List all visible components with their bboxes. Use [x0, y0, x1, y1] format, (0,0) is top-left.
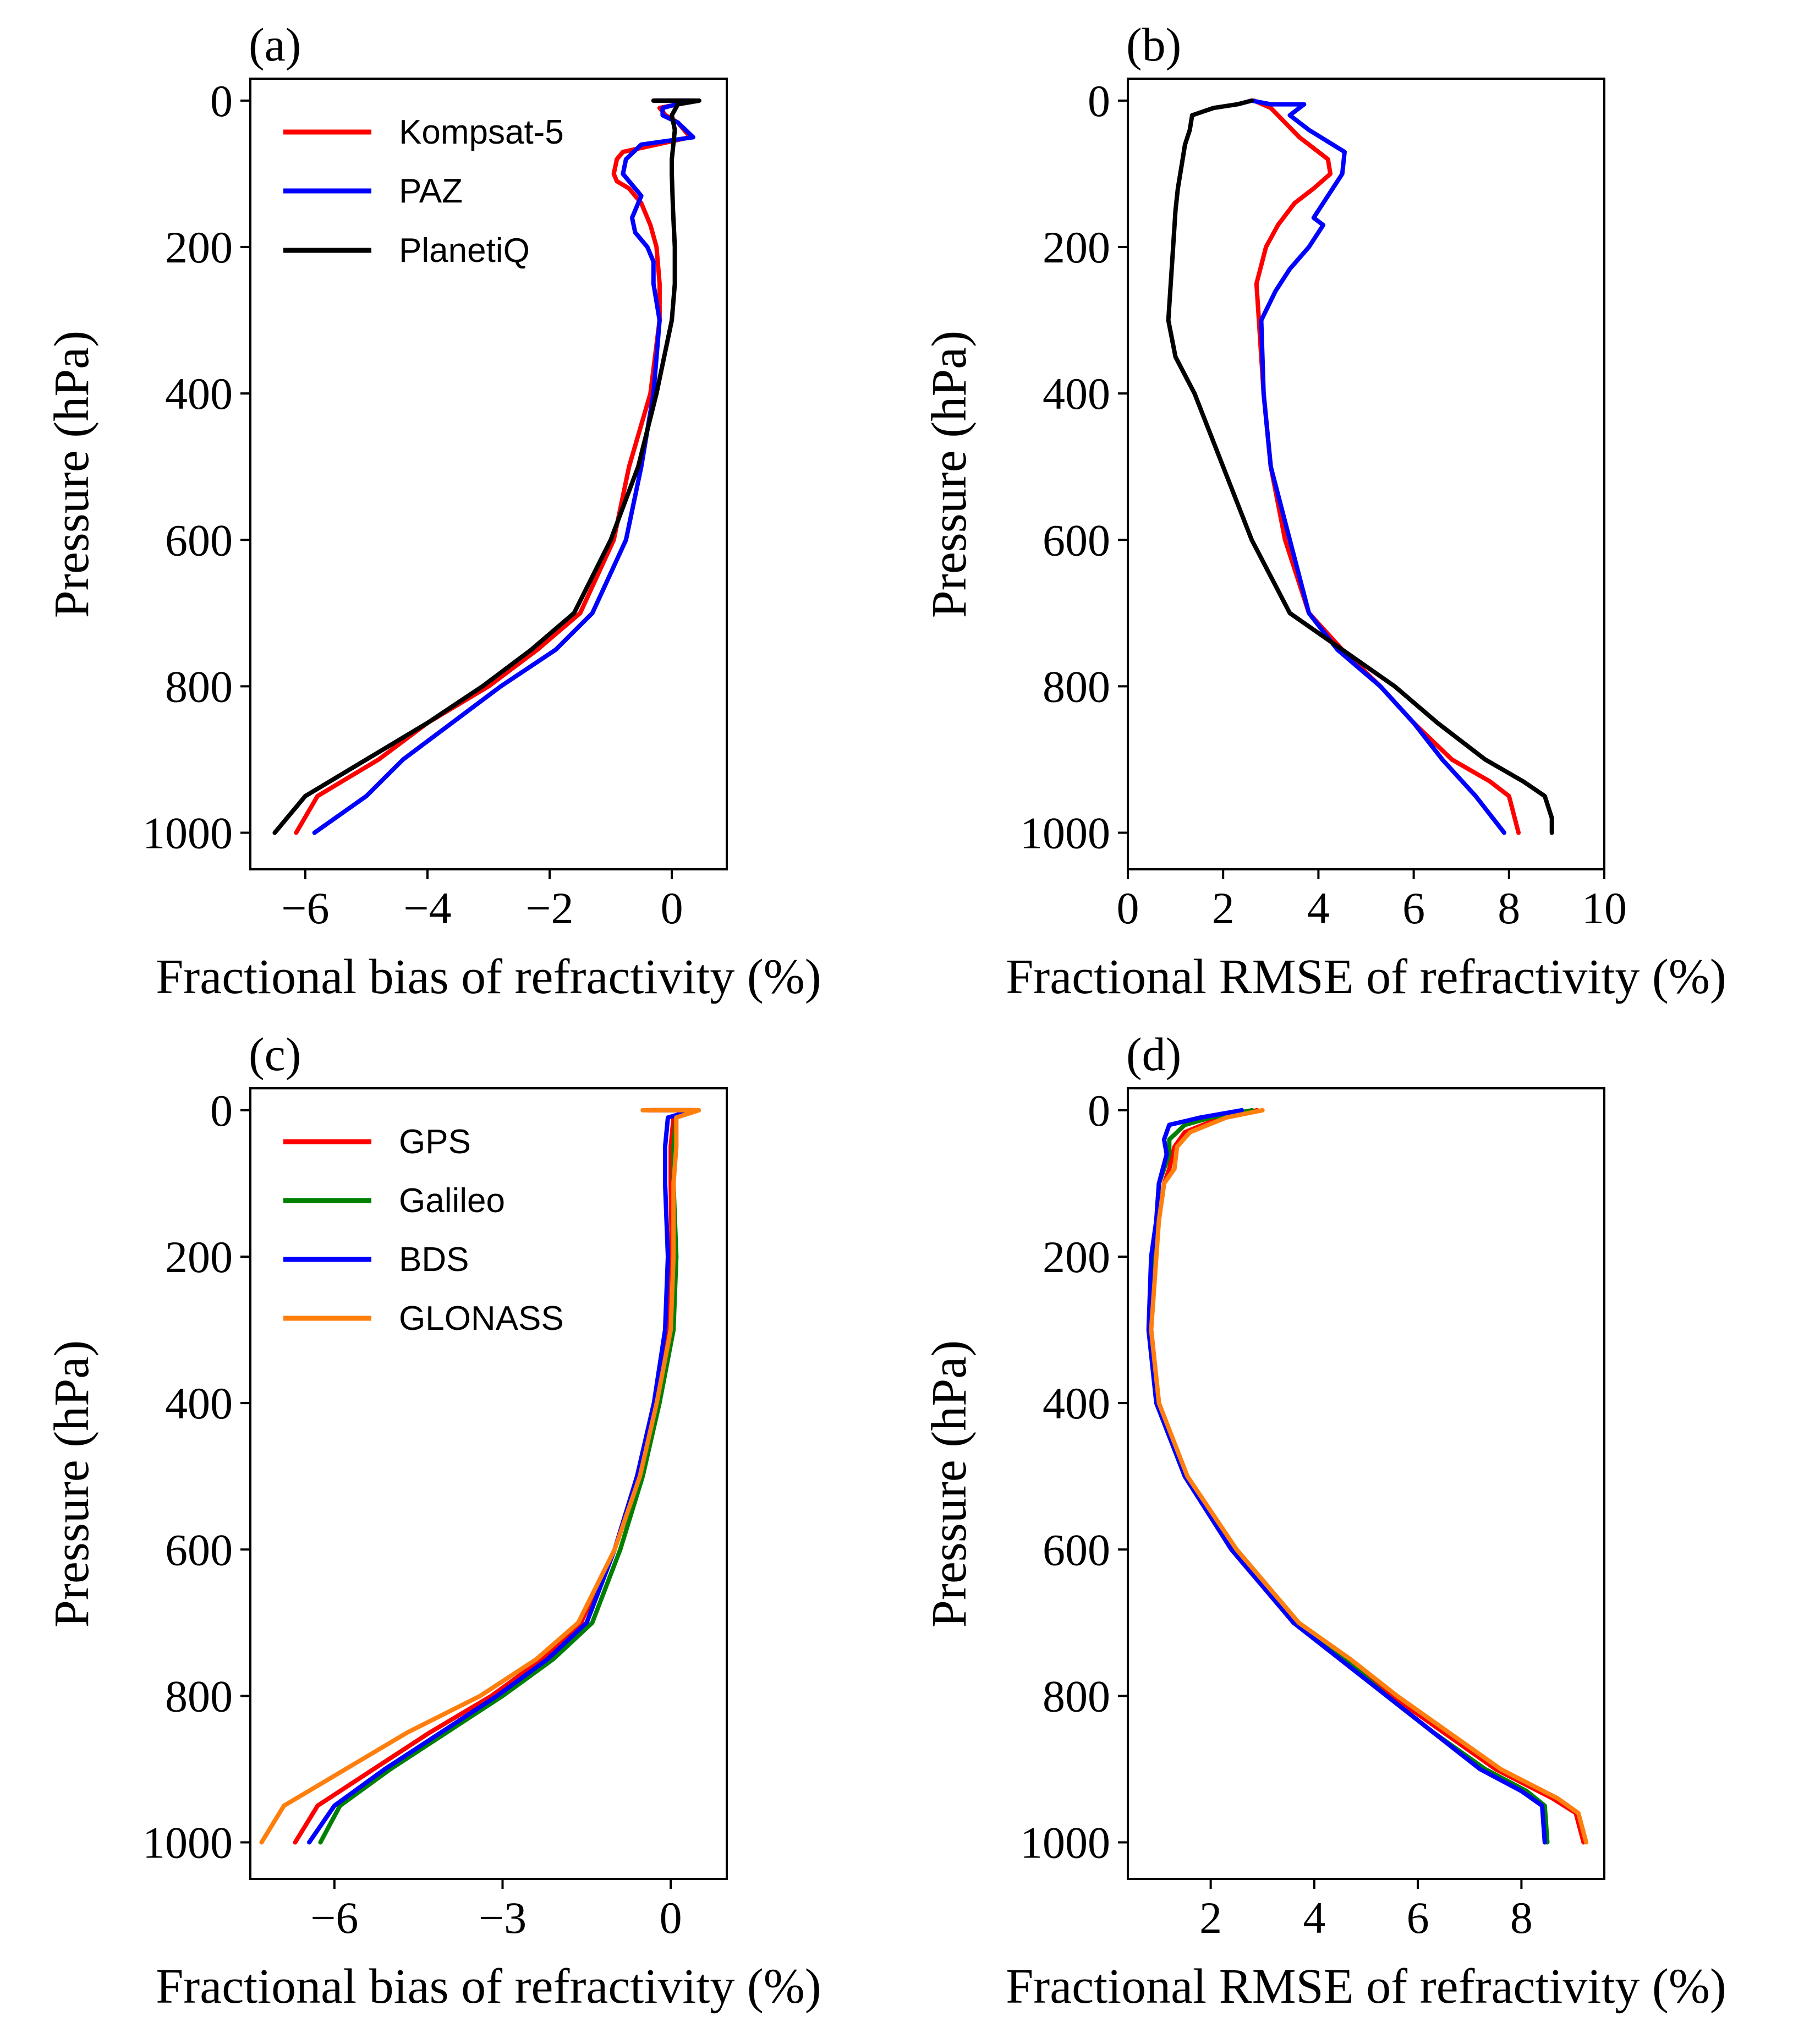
- y-tick-label-c: 0: [210, 1086, 233, 1136]
- panel-b: (b) 0 2 4 6 8 10 0 200 400 600 800 1000 Fractional…: [922, 18, 1726, 1004]
- y-tick-label-a: 600: [165, 515, 233, 565]
- y-tick-label-b: 800: [1043, 661, 1110, 711]
- x-tick-label-b: 8: [1498, 883, 1520, 933]
- series-line-planetiq-a: [272, 98, 701, 835]
- x-tick-label-b: 10: [1582, 883, 1627, 933]
- y-tick-label-d: 600: [1043, 1525, 1110, 1575]
- x-tick-label-c: 0: [660, 1893, 682, 1943]
- plot-frame-c: [249, 1087, 728, 1880]
- legend-label-glonass: GLONASS: [399, 1300, 564, 1338]
- panel-a: (a) −6 −4 −2 0 0 200 400 600 800 1000 Kompsat-5 …: [45, 18, 821, 1004]
- y-tick-label-a: 1000: [142, 808, 233, 858]
- y-axis-title-c: Pressure (hPa): [45, 1340, 99, 1627]
- panel-label-c: (c): [249, 1028, 301, 1081]
- y-axis-title-a: Pressure (hPa): [45, 331, 99, 618]
- plot-frame-b: [1127, 78, 1605, 870]
- x-tick-label-c: −6: [310, 1893, 358, 1943]
- panel-label-b: (b): [1126, 18, 1181, 71]
- x-tick-label-b: 6: [1402, 883, 1425, 933]
- x-tick-label-a: −2: [525, 883, 573, 933]
- y-tick-label-a: 200: [165, 222, 233, 272]
- y-tick-label-a: 400: [165, 369, 233, 419]
- y-axis-title-b: Pressure (hPa): [922, 331, 977, 618]
- x-axis-title-c: Fractional bias of refractivity (%): [156, 1959, 821, 2014]
- y-tick-label-a: 0: [210, 76, 233, 126]
- y-tick-label-c: 1000: [142, 1817, 233, 1867]
- plot-frame-a: [249, 78, 728, 870]
- x-tick-label-d: 2: [1199, 1893, 1222, 1943]
- y-tick-label-b: 1000: [1020, 808, 1110, 858]
- x-tick-label-d: 6: [1407, 1893, 1429, 1943]
- x-tick-label-a: −6: [281, 883, 329, 933]
- x-tick-label-d: 8: [1510, 1893, 1533, 1943]
- x-tick-label-b: 4: [1307, 883, 1330, 933]
- y-tick-label-a: 800: [165, 661, 233, 711]
- y-axis-title-d: Pressure (hPa): [922, 1340, 977, 1627]
- legend-c: GPS Galileo BDS GLONASS: [283, 1123, 564, 1338]
- x-tick-label-a: −4: [403, 883, 451, 933]
- legend-label-bds: BDS: [399, 1241, 469, 1279]
- x-axis-title-d: Fractional RMSE of refractivity (%): [1006, 1959, 1726, 2014]
- y-tick-label-c: 200: [165, 1232, 233, 1282]
- y-tick-label-b: 0: [1088, 76, 1110, 126]
- legend-label-paz: PAZ: [399, 172, 463, 210]
- panel-c: (c) −6 −3 0 0 200 400 600 800 1000 GPS Galileo …: [45, 1028, 821, 2014]
- x-axis-title-a: Fractional bias of refractivity (%): [156, 950, 821, 1004]
- x-tick-label-b: 0: [1117, 883, 1139, 933]
- y-tick-label-c: 400: [165, 1378, 233, 1428]
- x-axis-title-b: Fractional RMSE of refractivity (%): [1006, 950, 1726, 1004]
- series-line-bds-c: [307, 1108, 695, 1845]
- series-line-planetiq-b: [1166, 98, 1554, 835]
- y-tick-label-d: 1000: [1020, 1817, 1110, 1867]
- y-tick-label-d: 200: [1043, 1232, 1110, 1282]
- y-tick-label-d: 0: [1088, 1086, 1110, 1136]
- y-tick-label-d: 400: [1043, 1378, 1110, 1428]
- y-tick-label-d: 800: [1043, 1671, 1110, 1721]
- series-line-glonass-d: [1149, 1108, 1589, 1845]
- series-line-paz-a: [312, 98, 695, 835]
- series-line-paz-b: [1249, 98, 1507, 835]
- y-tick-label-c: 600: [165, 1525, 233, 1575]
- series-line-kompsat-5-b: [1252, 98, 1521, 835]
- series-line-bds-d: [1146, 1108, 1547, 1845]
- plot-frame-d: [1127, 1087, 1605, 1880]
- y-tick-label-b: 200: [1043, 222, 1110, 272]
- x-tick-label-a: 0: [661, 883, 683, 933]
- legend-label-planetiq: PlanetiQ: [399, 232, 530, 270]
- x-tick-label-d: 4: [1303, 1893, 1325, 1943]
- panel-d: (d) 2 4 6 8 0 200 400 600 800 1000 Fractional RM…: [922, 1028, 1726, 2014]
- legend-a: Kompsat-5 PAZ PlanetiQ: [283, 113, 564, 270]
- panel-label-a: (a): [249, 18, 301, 71]
- legend-label-kompsat-5: Kompsat-5: [399, 113, 564, 151]
- series-line-glonass-c: [259, 1108, 701, 1845]
- y-tick-label-c: 800: [165, 1671, 233, 1721]
- legend-label-gps: GPS: [399, 1123, 471, 1161]
- series-line-galileo-d: [1146, 1108, 1550, 1845]
- panel-label-d: (d): [1126, 1028, 1181, 1081]
- y-tick-label-b: 600: [1043, 515, 1110, 565]
- series-line-gps-d: [1149, 1108, 1586, 1845]
- x-tick-label-b: 2: [1212, 883, 1235, 933]
- x-tick-label-c: −3: [479, 1893, 527, 1943]
- legend-label-galileo: Galileo: [399, 1182, 505, 1220]
- y-tick-label-b: 400: [1043, 369, 1110, 419]
